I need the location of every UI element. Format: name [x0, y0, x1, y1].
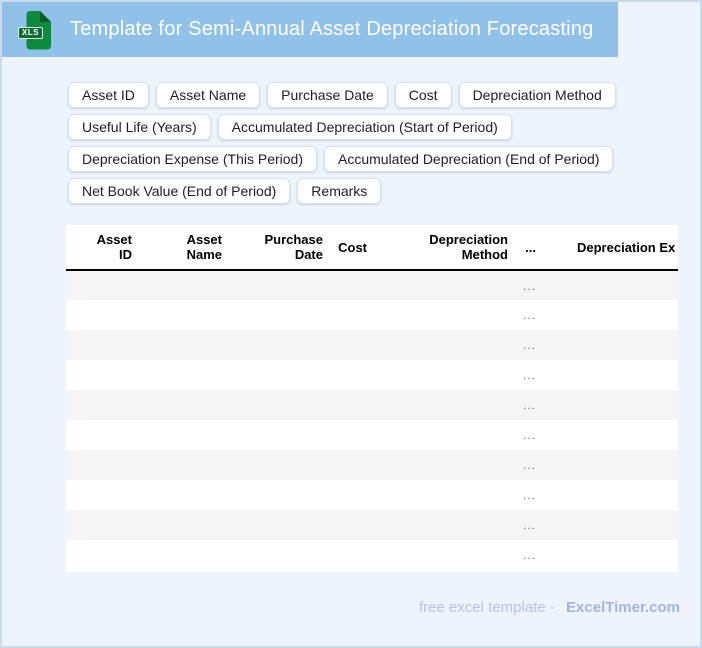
chip-useful-life[interactable]: Useful Life (Years) — [68, 114, 211, 140]
page-title: Template for Semi-Annual Asset Depreciat… — [70, 18, 594, 40]
header-bar: XLS Template for Semi-Annual Asset Depre… — [2, 2, 618, 57]
col-header-more-columns: ... — [514, 225, 542, 271]
footer-tagline: free excel template - — [418, 599, 555, 616]
table-row: ... — [66, 270, 678, 300]
more-columns-cell: ... — [514, 270, 542, 300]
table-row: ... — [66, 390, 678, 420]
chip-remarks[interactable]: Remarks — [297, 178, 382, 204]
table-row: ... — [66, 360, 678, 390]
chip-purchase-date[interactable]: Purchase Date — [267, 82, 388, 108]
table-row: ... — [66, 540, 678, 570]
chip-row: Net Book Value (End of Period) Remarks — [68, 178, 616, 204]
col-header-depreciation-method: Depreciation Method — [373, 225, 514, 271]
table-header-row: Asset ID Asset Name Purchase Date Cost Depr… — [66, 225, 678, 271]
more-columns-cell: ... — [514, 510, 542, 540]
table-row: ... — [66, 300, 678, 330]
more-columns-cell: ... — [514, 390, 542, 420]
footer: free excel template - ExcelTimer.com — [419, 599, 680, 616]
xls-badge: XLS — [18, 26, 43, 39]
chip-row: Useful Life (Years) Accumulated Deprecia… — [68, 114, 616, 140]
more-columns-cell: ... — [522, 368, 536, 382]
xls-file-icon: XLS — [18, 9, 58, 51]
col-header-asset-name: Asset Name — [138, 225, 228, 271]
chip-depreciation-expense[interactable]: Depreciation Expense (This Period) — [68, 146, 317, 172]
column-chips: Asset ID Asset Name Purchase Date Cost D… — [68, 82, 616, 210]
more-columns-cell: ... — [522, 488, 536, 502]
more-columns-cell: ... — [522, 308, 536, 322]
table-row: ... — [66, 330, 678, 360]
col-header-purchase-date: Purchase Date — [228, 225, 329, 271]
template-preview-table: Asset ID Asset Name Purchase Date Cost Depr… — [66, 225, 678, 572]
table-row: ... — [66, 420, 678, 450]
table-row: ... — [66, 450, 678, 480]
chip-row: Depreciation Expense (This Period) Accum… — [68, 146, 616, 172]
chip-net-book-value[interactable]: Net Book Value (End of Period) — [68, 178, 291, 204]
chip-asset-id[interactable]: Asset ID — [68, 82, 149, 108]
chip-accumulated-depreciation-end[interactable]: Accumulated Depreciation (End of Period) — [324, 146, 614, 172]
table-row: ... — [66, 480, 678, 510]
more-columns-cell: ... — [514, 450, 542, 480]
more-columns-cell: ... — [522, 548, 536, 562]
table-row: ... — [66, 510, 678, 540]
chip-asset-name[interactable]: Asset Name — [155, 82, 261, 108]
footer-brand-link[interactable]: ExcelTimer.com — [566, 599, 680, 616]
col-header-depreciation-expense-truncated: Depreciation Ex — [542, 225, 678, 271]
col-header-cost: Cost — [329, 225, 373, 271]
chip-cost[interactable]: Cost — [394, 82, 452, 108]
chip-row: Asset ID Asset Name Purchase Date Cost D… — [68, 82, 616, 108]
more-columns-cell: ... — [522, 428, 536, 442]
col-header-asset-id: Asset ID — [66, 225, 138, 271]
chip-depreciation-method[interactable]: Depreciation Method — [458, 82, 616, 108]
chip-accumulated-depreciation-start[interactable]: Accumulated Depreciation (Start of Perio… — [217, 114, 512, 140]
more-columns-cell: ... — [514, 330, 542, 360]
